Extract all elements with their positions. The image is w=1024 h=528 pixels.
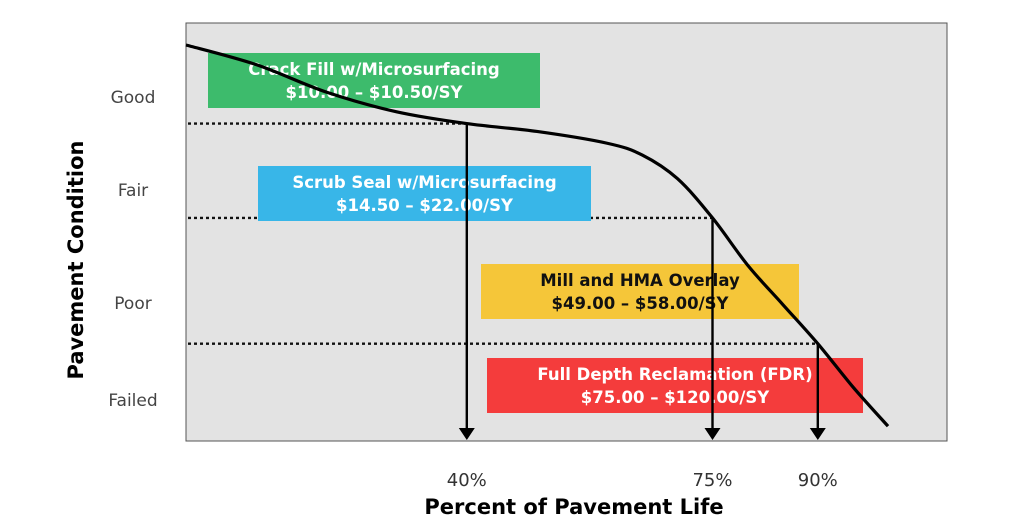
treatment-cost: $49.00 – $58.00/SY: [552, 294, 730, 313]
treatment-box-bg: [481, 264, 799, 319]
treatment-cost: $10.00 – $10.50/SY: [286, 83, 464, 102]
condition-label-failed: Failed: [108, 391, 157, 411]
treatment-box-bg: [208, 53, 540, 108]
treatment-cost: $75.00 – $120.00/SY: [581, 388, 770, 407]
deterioration-curve: [185, 43, 890, 428]
x-axis-title: Percent of Pavement Life: [424, 495, 723, 519]
treatment-box-3: Full Depth Reclamation (FDR) $75.00 – $12…: [487, 358, 863, 413]
condition-label-fair: Fair: [118, 181, 148, 201]
treatment-name: Scrub Seal w/Microsurfacing: [292, 173, 556, 192]
arrow-head: [704, 428, 721, 440]
treatment-box-1: Scrub Seal w/Microsurfacing $14.50 – $22.…: [258, 166, 591, 221]
threshold-arrows: [458, 123, 826, 440]
condition-labels: Good Fair Poor Failed: [108, 88, 157, 411]
treatment-box-bg: [487, 358, 863, 413]
treatment-box-0: Crack Fill w/Microsurfacing $10.00 – $10.…: [208, 53, 540, 108]
treatment-name: Mill and HMA Overlay: [540, 271, 740, 290]
y-axis-title: Pavement Condition: [64, 141, 88, 380]
treatment-cost: $14.50 – $22.00/SY: [336, 196, 514, 215]
treatment-name: Crack Fill w/Microsurfacing: [248, 60, 499, 79]
treatment-box-bg: [258, 166, 591, 221]
treatment-boxes: Crack Fill w/Microsurfacing $10.00 – $10.…: [208, 53, 863, 413]
condition-label-good: Good: [111, 88, 156, 108]
x-tick-label: 90%: [798, 470, 838, 491]
threshold-arrow-1: [704, 217, 721, 440]
x-tick-label: 75%: [692, 470, 732, 491]
condition-label-poor: Poor: [114, 294, 151, 314]
treatment-box-2: Mill and HMA Overlay $49.00 – $58.00/SY: [481, 264, 799, 319]
threshold-arrow-2: [809, 343, 826, 440]
arrow-head: [809, 428, 826, 440]
arrow-head: [458, 428, 475, 440]
x-tick-label: 40%: [447, 470, 487, 491]
threshold-arrow-0: [458, 123, 475, 440]
treatment-name: Full Depth Reclamation (FDR): [537, 365, 812, 384]
x-tick-labels: 40% 75% 90%: [447, 470, 838, 491]
